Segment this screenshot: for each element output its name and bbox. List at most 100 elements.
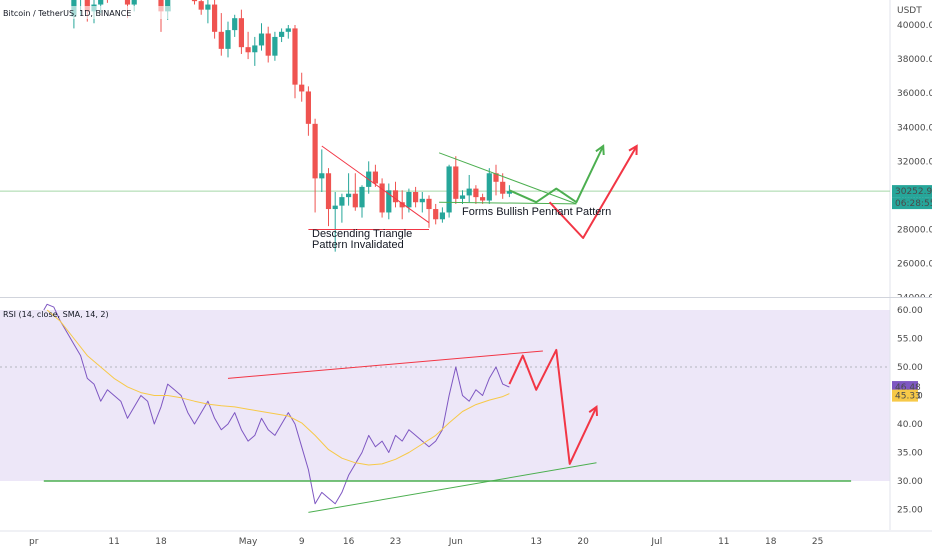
candle-body[interactable] — [459, 195, 466, 199]
time-tick-label: 18 — [155, 537, 167, 547]
candle-body[interactable] — [493, 173, 499, 182]
candle-body[interactable] — [359, 186, 365, 208]
candle-body[interactable] — [305, 91, 311, 124]
candle-body[interactable] — [238, 18, 244, 48]
candle-body[interactable] — [399, 202, 405, 208]
time-tick-label: 25 — [812, 537, 823, 547]
candle-body[interactable] — [165, 0, 171, 12]
time-tick-label: 9 — [299, 537, 305, 547]
candle-body[interactable] — [285, 28, 291, 32]
currency-label: USDT — [897, 6, 922, 16]
rsi-line — [43, 303, 510, 505]
price-tick-label: 24000.00 — [897, 294, 932, 298]
candle-body[interactable] — [225, 30, 231, 49]
rsi-band — [0, 310, 890, 481]
candle-body[interactable] — [339, 197, 345, 206]
rsi-trendline — [308, 462, 597, 513]
candle-body[interactable] — [392, 190, 399, 203]
price-tag-bg — [892, 185, 932, 198]
candle-body[interactable] — [191, 0, 198, 2]
price-tick-label: 38000.00 — [897, 55, 932, 65]
price-tick-label: 40000.00 — [897, 21, 932, 31]
projection-arrowhead — [595, 144, 605, 156]
time-tick-label: May — [239, 537, 258, 547]
time-tick-label: Jul — [650, 537, 662, 547]
time-tick-label: 23 — [390, 537, 401, 547]
candle-body[interactable] — [292, 28, 298, 85]
projection-arrowhead — [628, 144, 638, 156]
time-tick-label: 16 — [343, 537, 355, 547]
candle-body[interactable] — [332, 205, 338, 210]
candle-body[interactable] — [279, 31, 285, 37]
time-tick-label: Jun — [448, 537, 463, 547]
candle-body[interactable] — [131, 0, 137, 5]
candle-body[interactable] — [446, 166, 452, 213]
rsi-trendline — [227, 350, 543, 379]
countdown-bg — [892, 197, 932, 210]
candle-body[interactable] — [372, 171, 378, 184]
rsi-tick-label: 40.00 — [897, 420, 923, 430]
price-trendline — [321, 145, 430, 224]
candle-body[interactable] — [319, 173, 325, 179]
candle-body[interactable] — [252, 45, 258, 53]
time-tick-label: pr — [29, 537, 39, 547]
candle-body[interactable] — [232, 18, 238, 31]
candle-body[interactable] — [352, 193, 358, 208]
price-pane-background — [0, 0, 932, 298]
candle-body[interactable] — [218, 31, 224, 49]
candle-body[interactable] — [453, 166, 459, 199]
price-tick-label: 32000.00 — [897, 157, 932, 167]
countdown: 06:28:55 — [895, 199, 932, 209]
rsi-tick-label: 50.00 — [897, 363, 923, 373]
rsi-projection-path — [508, 348, 598, 465]
rsi-tick-label: 60.00 — [897, 306, 923, 316]
rsi-tick-label: 55.00 — [897, 335, 923, 345]
candle-body[interactable] — [500, 181, 506, 194]
chart-title: Bitcoin / TetherUS, 1D, BINANCE — [3, 9, 131, 18]
candle-body[interactable] — [98, 0, 104, 5]
candle-body[interactable] — [325, 173, 332, 210]
title-backdrop — [0, 6, 170, 19]
candle-body[interactable] — [439, 212, 445, 220]
rsi-value-tag: 46.48 — [895, 383, 921, 393]
candle-body[interactable] — [486, 173, 492, 201]
rsi-pane[interactable]: 25.0030.0035.0040.0045.0050.0055.0060.00… — [0, 298, 932, 550]
candle-body[interactable] — [84, 0, 90, 12]
candle-body[interactable] — [406, 192, 412, 208]
candle-body[interactable] — [473, 188, 479, 198]
candle-body[interactable] — [386, 190, 392, 213]
rsi-tick-label: 25.00 — [897, 506, 923, 516]
time-tick-label: 20 — [577, 537, 589, 547]
candle-body[interactable] — [426, 198, 432, 210]
price-tick-label: 36000.00 — [897, 89, 932, 99]
candle-body[interactable] — [506, 191, 512, 194]
candle-body[interactable] — [480, 197, 486, 201]
price-trendline — [439, 201, 577, 205]
price-projection-path — [548, 145, 638, 239]
time-tick-label: 18 — [765, 537, 777, 547]
candle-body[interactable] — [272, 36, 278, 56]
price-tick-label: 34000.00 — [897, 123, 932, 133]
rsi-projection-arrowhead — [588, 405, 598, 416]
candle-body[interactable] — [212, 4, 218, 32]
candle-body[interactable] — [265, 33, 271, 56]
candle-body[interactable] — [433, 209, 439, 220]
candle-body[interactable] — [312, 123, 318, 179]
candle-body[interactable] — [379, 183, 385, 213]
candle-body[interactable] — [124, 0, 131, 5]
candle-body[interactable] — [258, 33, 265, 46]
time-tick-label: 13 — [530, 537, 541, 547]
candle-body[interactable] — [466, 188, 472, 196]
rsi-tick-label: 30.00 — [897, 477, 923, 487]
candle-body[interactable] — [158, 0, 164, 12]
candle-body[interactable] — [245, 47, 251, 53]
candle-body[interactable] — [198, 1, 204, 10]
price-pane[interactable]: 24000.0026000.0028000.0030000.0032000.00… — [0, 0, 932, 298]
candle-body[interactable] — [419, 198, 425, 203]
candle-body[interactable] — [346, 193, 352, 198]
candle-body[interactable] — [413, 192, 419, 203]
candle-body[interactable] — [299, 84, 305, 92]
candle-body[interactable] — [205, 4, 211, 10]
price-tag: 30252.96 — [895, 187, 932, 197]
